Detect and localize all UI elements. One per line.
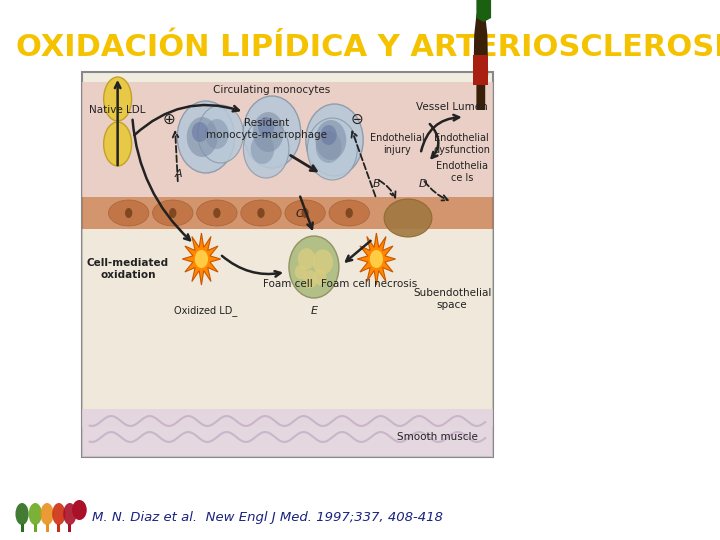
- Ellipse shape: [104, 122, 132, 166]
- Text: C: C: [295, 209, 303, 219]
- Ellipse shape: [329, 200, 369, 226]
- Ellipse shape: [63, 503, 76, 525]
- Text: Vessel Lumen: Vessel Lumen: [416, 102, 488, 112]
- Ellipse shape: [104, 77, 132, 121]
- Ellipse shape: [313, 269, 326, 285]
- Polygon shape: [474, 0, 488, 110]
- Ellipse shape: [205, 119, 229, 149]
- Text: A: A: [174, 169, 181, 179]
- Polygon shape: [357, 233, 395, 285]
- Text: Native LDL: Native LDL: [89, 105, 146, 115]
- Ellipse shape: [169, 208, 176, 218]
- Bar: [82, 82, 492, 197]
- Bar: [68, 524, 71, 532]
- Ellipse shape: [303, 270, 318, 288]
- Text: OXIDACIÓN LIPÍDICA Y ARTERIOSCLEROSIS: OXIDACIÓN LIPÍDICA Y ARTERIOSCLEROSIS: [16, 33, 720, 63]
- Text: Resident
monocyte-macrophage: Resident monocyte-macrophage: [206, 118, 327, 140]
- Ellipse shape: [186, 117, 217, 157]
- Bar: [58, 524, 60, 532]
- Text: Circulating monocytes: Circulating monocytes: [213, 85, 330, 95]
- Text: ⊖: ⊖: [350, 111, 363, 126]
- Bar: [474, 55, 488, 85]
- Ellipse shape: [285, 200, 325, 226]
- Ellipse shape: [258, 117, 274, 137]
- Ellipse shape: [40, 503, 54, 525]
- Text: D: D: [418, 179, 427, 189]
- Text: Oxidized LD_: Oxidized LD_: [174, 306, 238, 316]
- Ellipse shape: [384, 199, 432, 237]
- Ellipse shape: [195, 250, 208, 268]
- Ellipse shape: [312, 249, 333, 275]
- Bar: [82, 229, 492, 427]
- Ellipse shape: [198, 105, 243, 163]
- Ellipse shape: [320, 125, 337, 145]
- Ellipse shape: [253, 112, 284, 152]
- Ellipse shape: [346, 208, 353, 218]
- Text: Cell-mediated
oxidation: Cell-mediated oxidation: [87, 258, 169, 280]
- Ellipse shape: [153, 200, 193, 226]
- Ellipse shape: [243, 96, 301, 168]
- Ellipse shape: [257, 208, 265, 218]
- Text: E: E: [310, 306, 318, 316]
- Ellipse shape: [307, 118, 357, 180]
- Ellipse shape: [370, 250, 383, 268]
- Bar: [34, 524, 37, 532]
- Ellipse shape: [240, 200, 282, 226]
- Text: M. N. Diaz et al.  New Engl J Med. 1997;337, 408-418: M. N. Diaz et al. New Engl J Med. 1997;3…: [92, 511, 443, 524]
- Ellipse shape: [192, 122, 208, 142]
- Text: Subendothelial
space: Subendothelial space: [413, 288, 491, 310]
- Ellipse shape: [289, 236, 339, 298]
- Ellipse shape: [315, 120, 346, 160]
- Ellipse shape: [306, 104, 363, 176]
- Bar: [82, 197, 492, 229]
- Ellipse shape: [251, 134, 274, 164]
- Ellipse shape: [29, 503, 42, 525]
- Text: Endothelia
ce ls: Endothelia ce ls: [436, 161, 487, 183]
- Polygon shape: [182, 233, 220, 285]
- Text: Endothelial
injury: Endothelial injury: [369, 133, 424, 155]
- Ellipse shape: [243, 120, 289, 178]
- Ellipse shape: [294, 265, 307, 279]
- Bar: [45, 524, 48, 532]
- Ellipse shape: [15, 503, 29, 525]
- Ellipse shape: [72, 500, 86, 520]
- Text: Foam cell: Foam cell: [264, 279, 313, 289]
- Text: Smooth muscle: Smooth muscle: [397, 432, 478, 442]
- Ellipse shape: [213, 208, 220, 218]
- Bar: [21, 524, 24, 532]
- Ellipse shape: [177, 101, 235, 173]
- Ellipse shape: [52, 503, 66, 525]
- Text: Endothelial
dysfunction: Endothelial dysfunction: [433, 133, 490, 155]
- Polygon shape: [477, 0, 491, 22]
- Ellipse shape: [125, 208, 132, 218]
- Bar: [82, 409, 492, 457]
- Text: Foam cell necrosis: Foam cell necrosis: [321, 279, 417, 289]
- Ellipse shape: [109, 200, 149, 226]
- Bar: [82, 72, 492, 457]
- Ellipse shape: [298, 248, 315, 270]
- Text: B: B: [372, 179, 380, 189]
- Ellipse shape: [302, 208, 309, 218]
- Ellipse shape: [197, 200, 237, 226]
- Text: ⊕: ⊕: [163, 111, 176, 126]
- Ellipse shape: [316, 131, 341, 163]
